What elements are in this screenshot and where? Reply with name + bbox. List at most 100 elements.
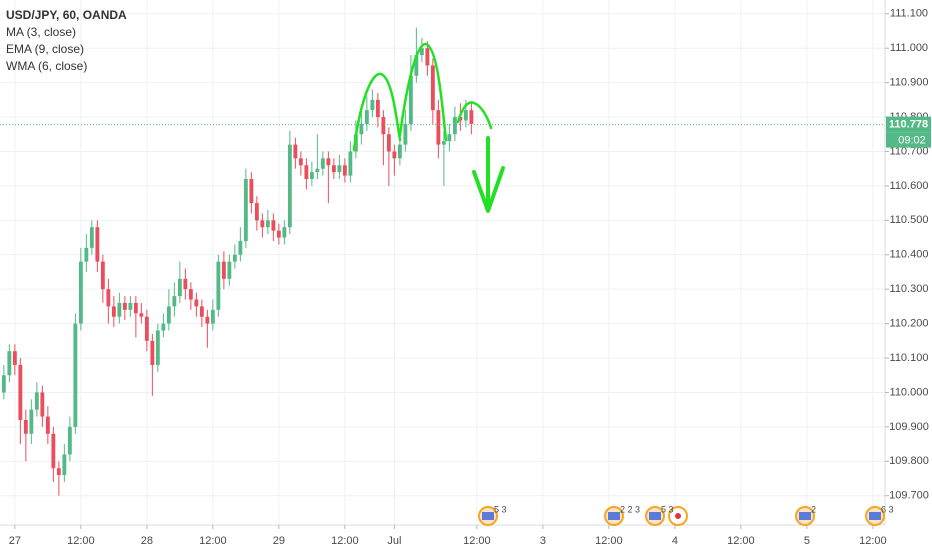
candle-body	[425, 48, 430, 66]
candle-body	[172, 296, 177, 307]
candle-body	[392, 151, 397, 159]
candle-body	[326, 158, 331, 166]
x-tick-label: 12:00	[67, 535, 95, 547]
candle-body	[194, 299, 199, 307]
candle-body	[95, 227, 100, 262]
candle-body	[276, 230, 281, 238]
candle-body	[216, 261, 221, 310]
x-tick-label: 12:00	[463, 535, 491, 547]
candle-body	[458, 117, 463, 121]
event-icon	[668, 506, 688, 526]
candle-body	[403, 123, 408, 145]
candle-body	[155, 330, 160, 365]
event-flag	[608, 512, 620, 520]
candle-body	[337, 165, 342, 173]
candle-body	[23, 420, 28, 434]
x-tick-label: 29	[273, 535, 285, 547]
event-flag	[482, 512, 494, 520]
candle-body	[414, 55, 419, 76]
candle-body	[430, 65, 435, 111]
candle-body	[78, 261, 83, 324]
candle-body	[348, 151, 353, 176]
annotation-arch	[352, 72, 402, 152]
candle-body	[34, 392, 39, 410]
candle-body	[199, 306, 204, 317]
candle-body	[447, 134, 452, 142]
candle-body	[364, 110, 369, 124]
chart-title: USD/JPY, 60, OANDA	[6, 8, 127, 22]
candle-body	[265, 220, 270, 228]
y-tick-label: 111.100	[890, 8, 928, 20]
event-dot	[675, 513, 681, 519]
candle-body	[106, 289, 111, 307]
candle-body	[144, 316, 149, 341]
y-tick-label: 109.900	[889, 421, 929, 433]
candle-body	[436, 110, 441, 145]
countdown-box	[886, 132, 931, 148]
candle-body	[452, 117, 457, 135]
last-price-label: 110.778	[889, 119, 928, 131]
candles	[0, 27, 885, 496]
candle-body	[205, 316, 210, 324]
candle-body	[84, 247, 89, 262]
candle-body	[89, 227, 94, 248]
x-tick-label: Jul	[387, 535, 401, 547]
x-tick-label: 3	[540, 535, 546, 547]
y-tick-label: 110.000	[890, 386, 929, 398]
annotation	[352, 42, 493, 152]
candle-body	[232, 254, 237, 262]
event-icon: 2 2 3	[604, 504, 640, 526]
candle-body	[210, 309, 215, 324]
candle-body	[150, 340, 155, 365]
event-flag	[649, 512, 661, 520]
event-icon: 2	[795, 504, 816, 526]
candle-body	[386, 134, 391, 152]
x-tick-label: 12:00	[859, 535, 887, 547]
candle-body	[408, 75, 413, 124]
indicator-label: WMA (6, close)	[6, 59, 87, 73]
candle-body	[227, 261, 232, 279]
candle-body	[282, 227, 287, 238]
candle-body	[18, 364, 23, 420]
candle-body	[287, 144, 292, 228]
event-flag	[799, 512, 811, 520]
candle-body	[183, 278, 188, 290]
indicator-label: MA (3, close)	[6, 25, 76, 39]
candle-body	[56, 468, 61, 476]
candle-body	[238, 240, 243, 255]
event-icon: 6 3	[865, 504, 894, 526]
candle-body	[320, 158, 325, 169]
event-icon: 5 3	[645, 504, 674, 526]
candle-body	[188, 289, 193, 300]
candle-body	[397, 144, 402, 159]
x-tick-label: 12:00	[727, 535, 755, 547]
candle-body	[243, 179, 248, 241]
candle-body	[419, 48, 424, 56]
candle-body	[254, 203, 259, 221]
x-tick-label: 27	[9, 535, 21, 547]
candle-body	[469, 110, 474, 124]
x-tick-label: 4	[672, 535, 678, 547]
candle-body	[221, 261, 226, 279]
candle-body	[45, 416, 50, 434]
candle-body	[73, 323, 78, 427]
indicator-label: EMA (9, close)	[6, 42, 84, 56]
y-tick-label: 110.300	[890, 283, 929, 295]
candle-body	[342, 165, 347, 176]
candle-body	[315, 168, 320, 173]
last-price-box	[886, 116, 931, 133]
event-label: 5 3	[494, 504, 507, 514]
candle-body	[293, 144, 298, 159]
candle-body	[359, 123, 364, 135]
candle-body	[128, 302, 133, 310]
y-tick-label: 110.900	[890, 77, 929, 89]
y-tick-label: 110.100	[890, 352, 929, 364]
legend: USD/JPY, 60, OANDA MA (3, close) EMA (9,…	[6, 8, 127, 73]
candle-body	[177, 278, 182, 297]
axes: 111.100111.000110.900110.800110.700110.6…	[9, 8, 931, 547]
events: 5 3 2 2 3 5 3 2 6 3	[478, 504, 894, 526]
candle-body	[381, 117, 386, 135]
candle-body	[309, 172, 314, 180]
